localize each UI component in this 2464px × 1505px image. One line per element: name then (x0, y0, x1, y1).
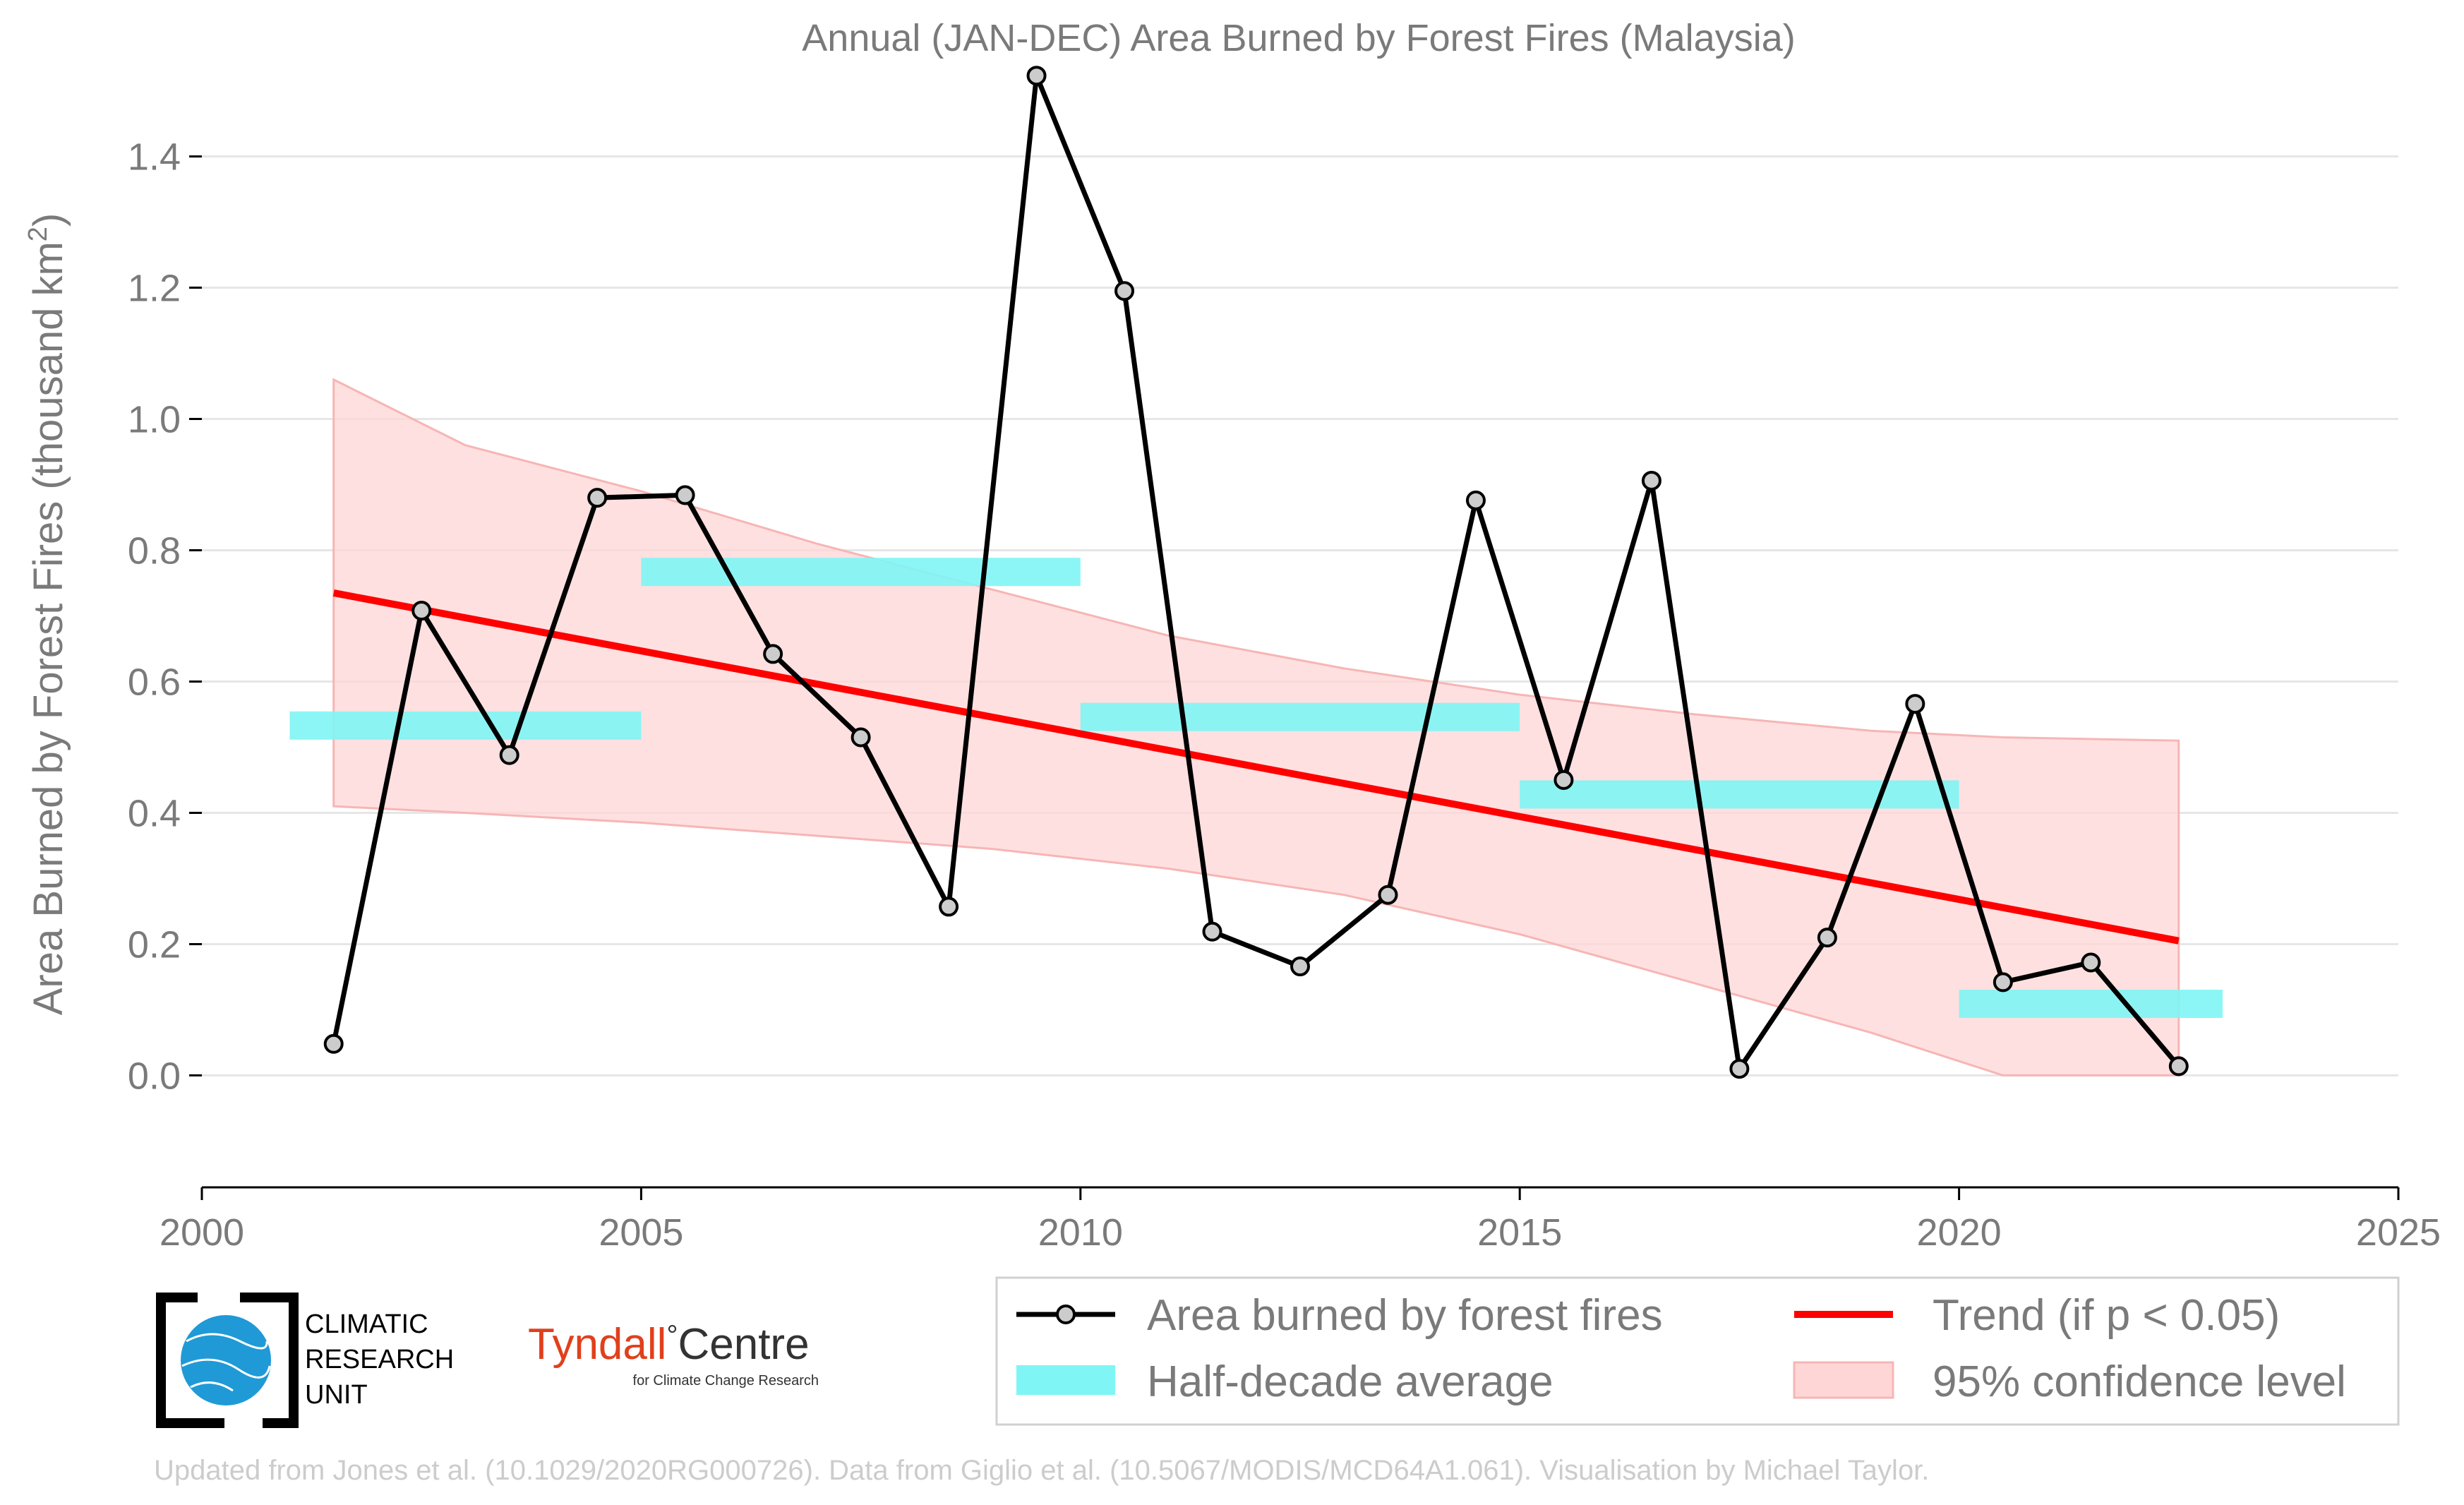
legend-swatch-area-burned-marker (1056, 1305, 1076, 1324)
half-decade-bar (1520, 780, 1959, 809)
area-burned-point (851, 727, 871, 748)
area-burned-series (323, 66, 2189, 1079)
area-burned-point (1993, 972, 2013, 993)
area-burned-point (1905, 694, 1925, 714)
globe-icon (181, 1315, 271, 1405)
half-decade-bar (1080, 702, 1520, 731)
area-burned-point (1641, 470, 1661, 491)
area-burned-point (587, 488, 608, 508)
cru-logo-line-3: UNIT (305, 1380, 368, 1410)
area-burned-point (1553, 769, 1574, 790)
axes: 0.0 0.2 0.4 0.6 0.8 1.0 1.2 1.4 2000 2005 2010 2015… (128, 136, 2441, 1254)
legend-swatch-half-decade (1016, 1365, 1115, 1395)
area-burned-point (2081, 952, 2101, 973)
area-burned-point (323, 1033, 344, 1054)
tyndall-logo-name: Tyndall°Centre (528, 1320, 810, 1369)
globe-icon-contours (181, 1333, 271, 1392)
x-tick-label: 2000 (160, 1211, 244, 1254)
area-burned-point (939, 897, 959, 917)
y-axis-label: Area Burned by Forest Fires (thousand km… (23, 213, 71, 1016)
cru-logo-frame (156, 1293, 299, 1428)
tyndall-logo-degree: ° (666, 1320, 678, 1351)
area-burned-point (1465, 490, 1486, 510)
y-tick-label: 0.4 (128, 792, 181, 834)
y-axis-label-superscript: 2 (23, 227, 53, 241)
x-tick-label: 2010 (1038, 1211, 1123, 1254)
half-decade-bar (641, 558, 1081, 587)
legend-label-half-decade: Half-decade average (1147, 1357, 1553, 1406)
area-burned-point (499, 745, 519, 765)
legend-label-confidence: 95% confidence level (1933, 1357, 2346, 1406)
chart-title: Annual (JAN-DEC) Area Burned by Forest F… (802, 17, 1795, 59)
y-tick-label: 0.0 (128, 1055, 181, 1097)
legend-swatch-confidence (1793, 1361, 1894, 1399)
cru-logo-line-2: RESEARCH (305, 1345, 454, 1374)
tyndall-logo: Tyndall°Centre for Climate Change Resear… (528, 1320, 819, 1389)
x-tick-label: 2015 (1477, 1211, 1562, 1254)
legend-label-area-burned: Area burned by forest fires (1147, 1291, 1663, 1340)
area-burned-point (1202, 921, 1222, 942)
area-burned-point (411, 601, 432, 621)
area-burned-point (675, 485, 695, 505)
cru-logo: CLIMATIC RESEARCH UNIT (156, 1293, 454, 1428)
y-tick-label: 1.4 (128, 136, 181, 179)
area-burned-point (2168, 1056, 2189, 1077)
area-burned-point (1290, 957, 1310, 977)
legend: Area burned by forest fires Half-decade … (995, 1276, 2400, 1426)
y-axis-label-end: ) (25, 213, 71, 227)
area-burned-point (1729, 1059, 1750, 1079)
y-tick-label: 1.2 (128, 268, 181, 310)
tyndall-logo-centre: Centre (678, 1320, 809, 1369)
x-tick-label: 2025 (2356, 1211, 2441, 1254)
legend-label-trend: Trend (if p < 0.05) (1933, 1291, 2280, 1340)
area-burned-point (1114, 281, 1135, 301)
footer-credits: Updated from Jones et al. (10.1029/2020R… (154, 1455, 1929, 1486)
y-tick-label: 1.0 (128, 399, 181, 441)
x-tick-label: 2020 (1917, 1211, 2002, 1254)
trend-line (332, 589, 2180, 945)
half-decade-bars (289, 558, 2223, 1019)
area-burned-line (331, 73, 2181, 1072)
y-tick-label: 0.8 (128, 530, 181, 572)
tyndall-logo-subtitle: for Climate Change Research (633, 1373, 819, 1389)
y-tick-label: 0.2 (128, 923, 181, 966)
legend-frame (995, 1276, 2400, 1426)
y-tick-label: 0.6 (128, 661, 181, 703)
area-burned-point (1026, 66, 1047, 86)
cru-logo-line-1: CLIMATIC (305, 1309, 428, 1339)
half-decade-bar (1959, 990, 2223, 1019)
half-decade-bar (289, 711, 642, 740)
area-burned-point (1817, 928, 1837, 948)
area-burned-point (1378, 885, 1398, 905)
area-burned-point (763, 644, 783, 664)
trend-line-group (332, 589, 2180, 945)
x-tick-label: 2005 (599, 1211, 683, 1254)
